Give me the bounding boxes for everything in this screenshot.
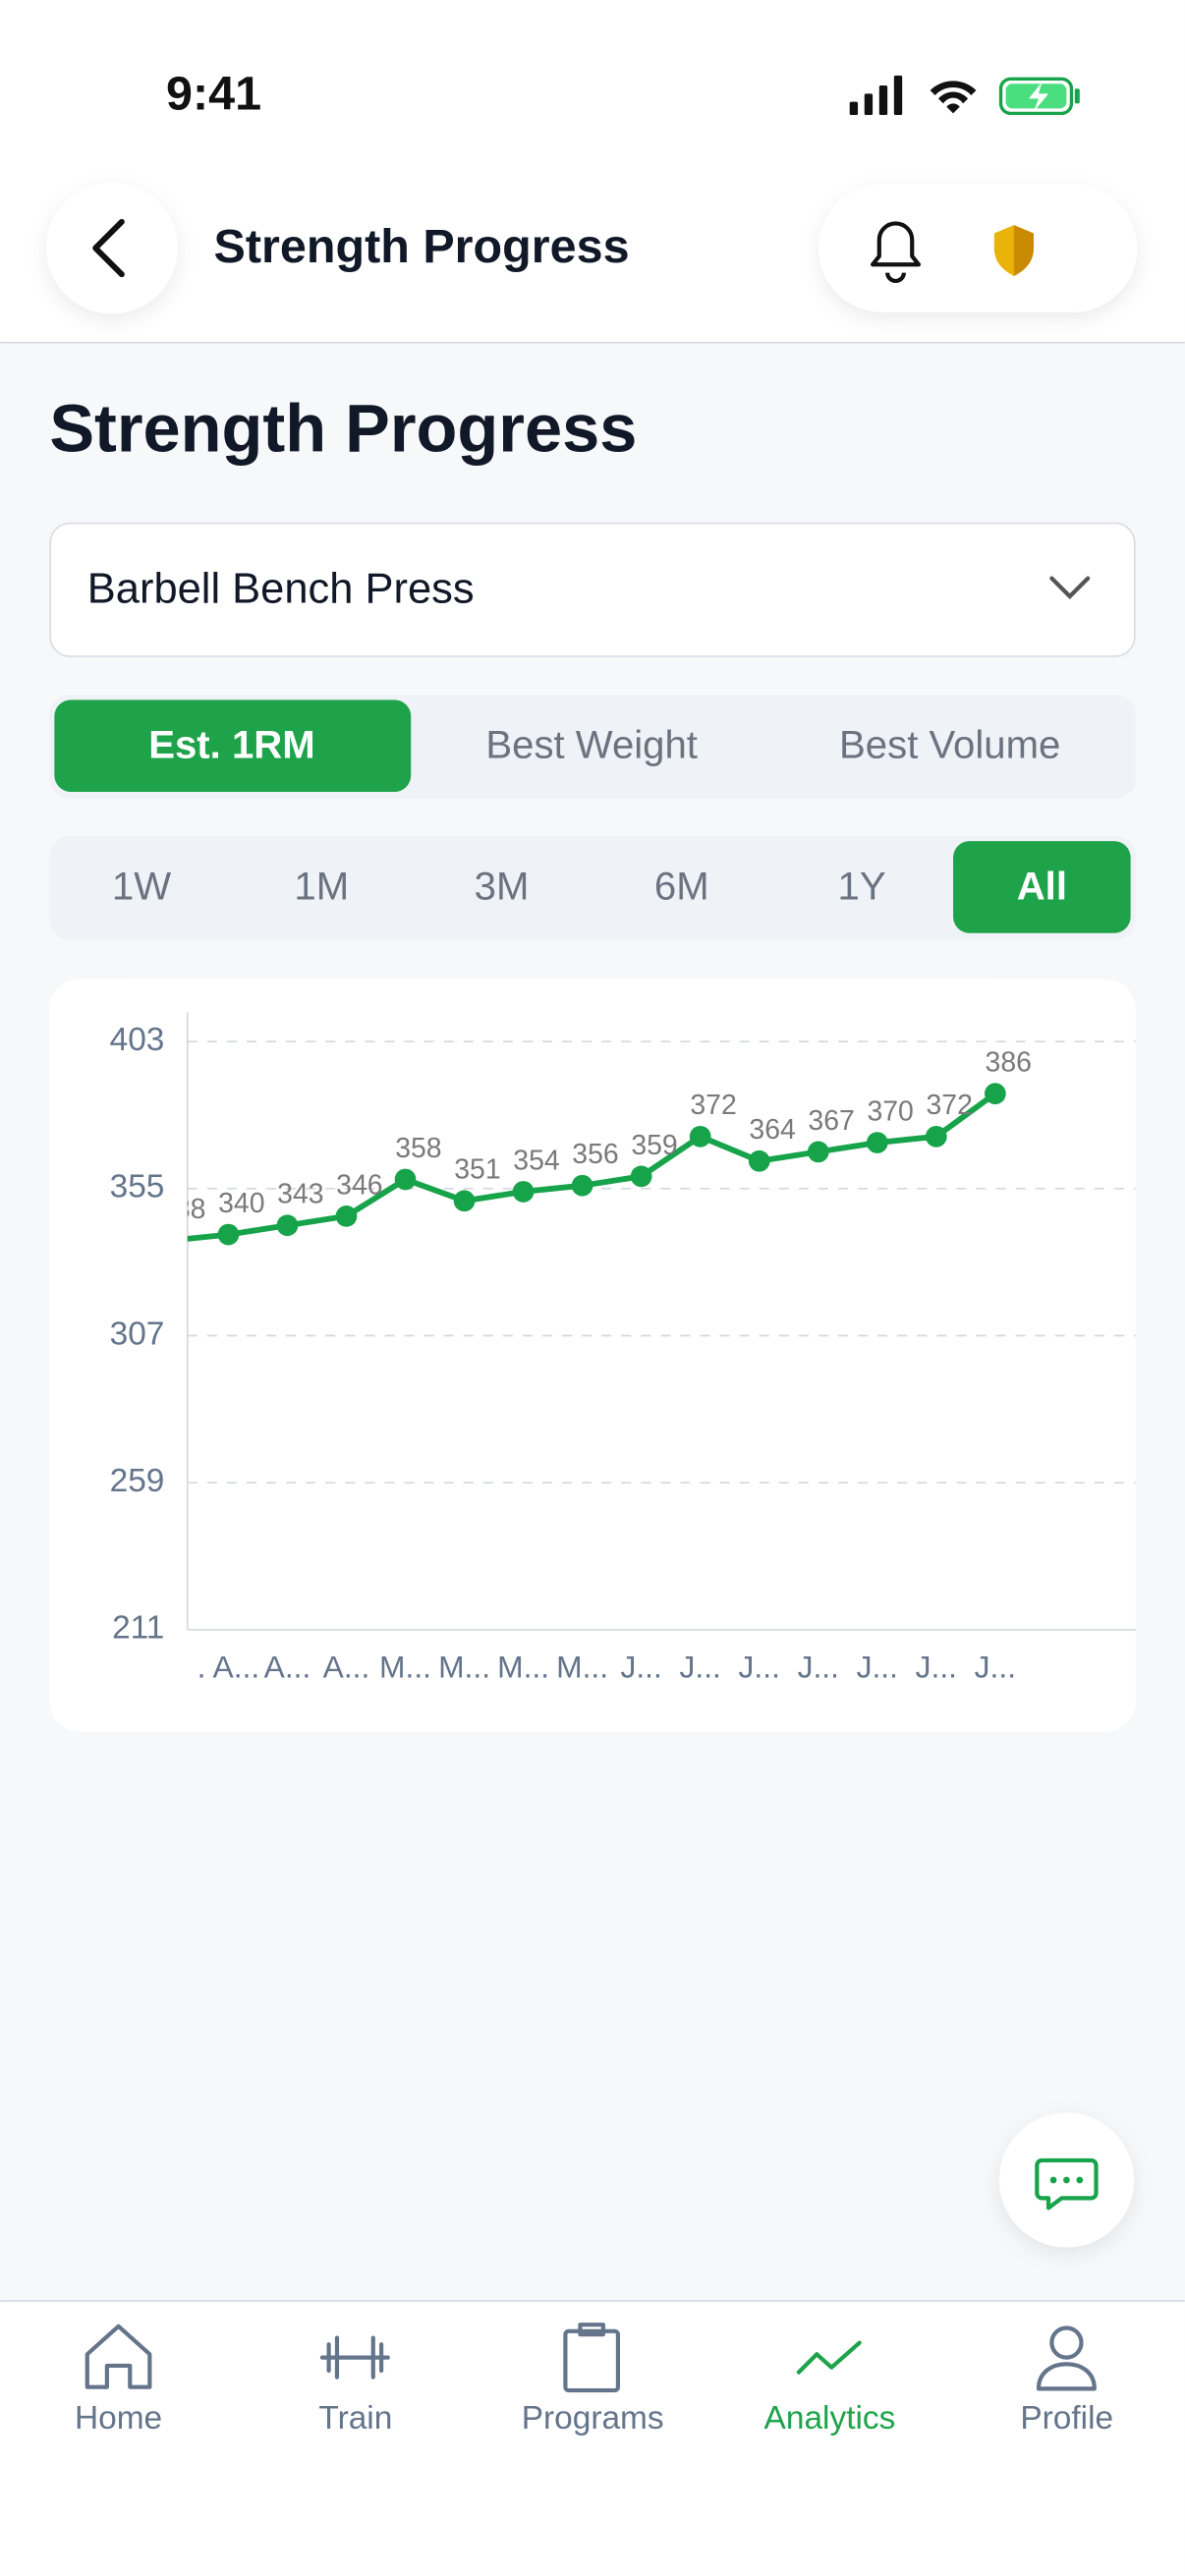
analytics-icon bbox=[796, 2340, 862, 2375]
value-label: 372 bbox=[690, 1090, 736, 1121]
x-tick-label: M... bbox=[438, 1649, 490, 1684]
header-title: Strength Progress bbox=[214, 220, 630, 273]
x-tick-label: . A... bbox=[198, 1649, 260, 1684]
y-tick-label: 211 bbox=[112, 1610, 164, 1647]
point bbox=[217, 1223, 240, 1246]
page-title: Strength Progress bbox=[49, 391, 637, 467]
value-label: 354 bbox=[513, 1145, 559, 1176]
x-tick-label: A... bbox=[323, 1649, 370, 1684]
x-tick-label: J... bbox=[857, 1649, 898, 1684]
range-tab[interactable]: 1Y bbox=[838, 864, 886, 908]
chart-card bbox=[49, 979, 1136, 1732]
value-label: 356 bbox=[572, 1139, 618, 1170]
value-label: 364 bbox=[749, 1114, 795, 1146]
header-actions bbox=[818, 184, 1138, 312]
range-tab[interactable]: 6M bbox=[654, 864, 709, 908]
range-tab[interactable]: All bbox=[1017, 864, 1067, 908]
value-label: 367 bbox=[808, 1105, 854, 1137]
x-tick-label: A... bbox=[264, 1649, 311, 1684]
range-tab[interactable]: 1M bbox=[294, 864, 349, 908]
value-label: 370 bbox=[867, 1095, 913, 1127]
y-tick-label: 259 bbox=[110, 1463, 165, 1499]
plot: 338 340 343 346 358 351 354 356 359 372 364 367 370 3… bbox=[159, 1047, 1032, 1246]
range-tab-active bbox=[953, 841, 1131, 933]
exercise-select[interactable] bbox=[49, 522, 1136, 657]
range-tab[interactable]: 3M bbox=[475, 864, 530, 908]
range-tabs bbox=[49, 836, 1136, 940]
point bbox=[453, 1190, 476, 1212]
value-label: 343 bbox=[277, 1179, 323, 1210]
point bbox=[630, 1165, 652, 1188]
status-icons bbox=[849, 75, 1080, 116]
programs-icon bbox=[563, 2323, 621, 2393]
back-button[interactable] bbox=[45, 182, 178, 314]
nav-label[interactable]: Profile bbox=[1020, 2400, 1113, 2436]
point bbox=[984, 1083, 1006, 1105]
y-tick-label: 307 bbox=[110, 1316, 165, 1352]
nav-label[interactable]: Train bbox=[318, 2400, 392, 2436]
train-icon bbox=[319, 2335, 390, 2380]
home-icon bbox=[85, 2324, 152, 2389]
x-tick-label: J... bbox=[798, 1649, 839, 1684]
x-tick-label: M... bbox=[556, 1649, 608, 1684]
status-time: 9:41 bbox=[166, 67, 261, 120]
point bbox=[807, 1141, 829, 1163]
metric-tab[interactable]: Est. 1RM bbox=[148, 722, 314, 766]
x-tick-label: J... bbox=[916, 1649, 957, 1684]
profile-icon bbox=[1036, 2325, 1097, 2391]
range-tab[interactable]: 1W bbox=[112, 864, 171, 908]
value-label: 359 bbox=[631, 1130, 677, 1161]
y-tick-label: 403 bbox=[110, 1022, 165, 1058]
value-label: 386 bbox=[986, 1047, 1032, 1079]
metric-tab[interactable]: Best Weight bbox=[485, 722, 698, 766]
nav-label[interactable]: Analytics bbox=[764, 2400, 896, 2436]
point bbox=[276, 1214, 299, 1237]
bottom-nav bbox=[0, 2300, 1185, 2576]
nav-label[interactable]: Programs bbox=[522, 2400, 664, 2436]
point bbox=[925, 1125, 947, 1148]
chevron bbox=[1049, 576, 1091, 599]
bell-icon[interactable] bbox=[871, 221, 922, 283]
exercise-select-value: Barbell Bench Press bbox=[87, 565, 475, 612]
x-tick-label: M... bbox=[379, 1649, 431, 1684]
value-label: 340 bbox=[218, 1188, 264, 1219]
y-tick-label: 355 bbox=[110, 1169, 165, 1205]
x-tick-label: J... bbox=[975, 1649, 1016, 1684]
x-tick-label: J... bbox=[620, 1649, 661, 1684]
x-tick-label: J... bbox=[680, 1649, 721, 1684]
value-label: 346 bbox=[336, 1169, 382, 1201]
back-icon bbox=[92, 218, 125, 278]
value-label: 358 bbox=[395, 1133, 441, 1164]
point bbox=[335, 1205, 358, 1227]
point bbox=[512, 1181, 535, 1203]
metric-tab-active bbox=[54, 700, 412, 792]
x-tick-label: M... bbox=[497, 1649, 549, 1684]
point bbox=[866, 1132, 888, 1153]
value-label: 338 bbox=[159, 1194, 205, 1225]
point bbox=[571, 1174, 593, 1197]
point bbox=[394, 1168, 417, 1191]
point bbox=[689, 1125, 711, 1148]
nav-label[interactable]: Home bbox=[75, 2400, 162, 2436]
value-label: 372 bbox=[926, 1090, 972, 1121]
x-tick-label: J... bbox=[739, 1649, 780, 1684]
point bbox=[748, 1149, 770, 1172]
value-label: 351 bbox=[454, 1154, 500, 1186]
metric-tab[interactable]: Best Volume bbox=[839, 722, 1060, 766]
